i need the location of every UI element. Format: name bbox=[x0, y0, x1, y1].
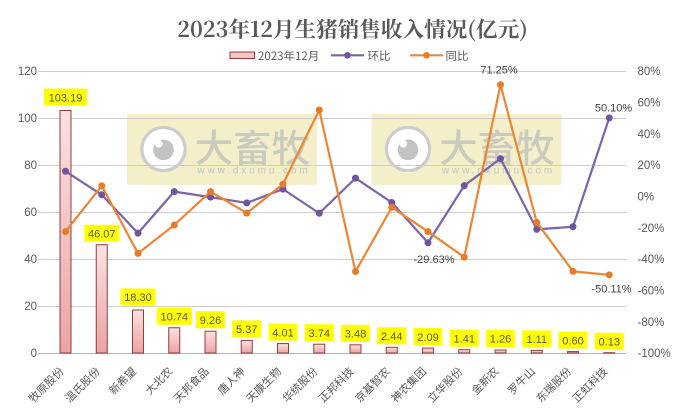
svg-text:20%: 20% bbox=[638, 160, 661, 172]
svg-text:103.19: 103.19 bbox=[49, 92, 83, 104]
svg-text:80: 80 bbox=[24, 160, 37, 172]
svg-text:1.41: 1.41 bbox=[454, 333, 475, 345]
svg-text:www.dxumu.com: www.dxumu.com bbox=[196, 166, 310, 177]
svg-text:-40%: -40% bbox=[638, 254, 665, 266]
svg-text:2.44: 2.44 bbox=[381, 331, 402, 343]
svg-text:2.09: 2.09 bbox=[417, 332, 438, 344]
svg-text:-20%: -20% bbox=[638, 223, 665, 235]
svg-text:71.25%: 71.25% bbox=[480, 65, 518, 77]
svg-text:5.37: 5.37 bbox=[236, 324, 257, 336]
svg-text:0.60: 0.60 bbox=[562, 335, 583, 347]
svg-text:60: 60 bbox=[24, 207, 37, 219]
svg-text:60%: 60% bbox=[638, 98, 661, 110]
svg-text:0.13: 0.13 bbox=[599, 336, 620, 348]
svg-text:0%: 0% bbox=[638, 192, 655, 204]
svg-text:50.10%: 50.10% bbox=[595, 103, 633, 115]
svg-text:10.74: 10.74 bbox=[160, 311, 188, 323]
svg-text:1.11: 1.11 bbox=[526, 334, 547, 346]
svg-text:20: 20 bbox=[24, 301, 37, 313]
svg-text:120: 120 bbox=[18, 66, 37, 78]
svg-text:3.74: 3.74 bbox=[309, 328, 330, 340]
svg-text:4.01: 4.01 bbox=[272, 327, 293, 339]
svg-text:100: 100 bbox=[18, 113, 37, 125]
svg-text:40: 40 bbox=[24, 254, 37, 266]
svg-text:3.48: 3.48 bbox=[345, 329, 366, 341]
svg-text:-29.63%: -29.63% bbox=[414, 254, 455, 266]
svg-text:-80%: -80% bbox=[638, 317, 665, 329]
svg-text:40%: 40% bbox=[638, 129, 661, 141]
svg-text:0: 0 bbox=[31, 348, 37, 360]
svg-text:1.26: 1.26 bbox=[490, 334, 511, 346]
svg-text:18.30: 18.30 bbox=[124, 292, 152, 304]
svg-text:46.07: 46.07 bbox=[88, 228, 116, 240]
svg-text:-100%: -100% bbox=[638, 348, 671, 360]
svg-text:80%: 80% bbox=[638, 66, 661, 78]
svg-text:-50.11%: -50.11% bbox=[591, 284, 631, 296]
svg-text:9.26: 9.26 bbox=[200, 315, 221, 327]
svg-text:-60%: -60% bbox=[638, 286, 665, 298]
